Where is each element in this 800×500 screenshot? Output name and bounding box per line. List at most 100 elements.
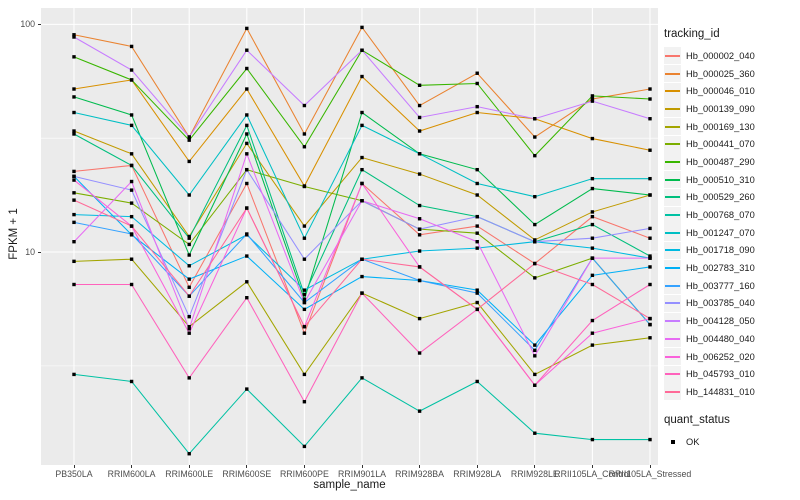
data-point [475,71,479,75]
legend-key-line-icon [664,312,681,330]
legend-item-Hb_144831_010: Hb_144831_010 [664,383,798,401]
data-point [360,123,364,128]
data-point [187,193,191,197]
data-point [360,257,364,261]
data-point [302,257,307,261]
legend-color-line [665,267,680,270]
data-point [590,94,595,98]
data-point [302,400,307,404]
x-tick-mark [534,465,536,468]
y-tick-mark [38,251,41,253]
data-point [648,256,652,260]
data-point [417,351,422,355]
data-point [590,437,595,442]
data-point [302,444,307,449]
data-point [533,348,537,353]
data-point [72,212,76,217]
data-point [648,193,652,197]
data-point [475,246,479,250]
data-point [129,163,134,168]
data-point [72,169,76,174]
legend-title-tracking-id: tracking_id [664,28,720,40]
data-point [129,78,134,82]
data-point [245,113,249,117]
x-tick-mark [303,465,305,468]
data-point [648,265,652,269]
data-point [475,193,479,197]
data-point [360,110,364,115]
data-point [129,257,134,261]
data-point [129,188,134,192]
data-point [533,194,537,199]
legend-color-line [665,178,680,181]
x-tick-mark [649,465,651,468]
data-point [648,117,652,121]
data-point [533,240,537,244]
data-point [72,178,76,182]
data-point [533,343,537,347]
legend-item-Hb_000002_040: Hb_000002_040 [664,47,798,65]
data-point [648,322,652,327]
legend-label: Hb_000510_310 [686,174,755,185]
data-point [129,113,134,117]
data-point [648,236,652,240]
legend-label: Hb_000025_360 [686,68,755,79]
data-point [590,256,595,260]
legend-key-line-icon [664,153,681,171]
data-point [475,110,479,115]
legend-item-Hb_000487_290: Hb_000487_290 [664,153,798,171]
data-point [417,227,422,231]
data-point [417,217,422,221]
data-point [648,282,652,287]
data-point [302,324,307,329]
x-tick-label-RRIM928BA: RRIM928BA [395,469,445,479]
data-point [72,259,76,264]
data-point [245,181,249,186]
legend-key-line-icon [664,294,681,312]
data-point [533,261,537,266]
legend-item-Hb_001247_070: Hb_001247_070 [664,224,798,242]
legend-label: Hb_000046_010 [686,86,755,97]
data-point [245,26,249,31]
x-tick-label-RRIM600LA: RRIM600LA [107,469,156,479]
data-point [187,277,191,281]
legend-item-Hb_000046_010: Hb_000046_010 [664,82,798,100]
data-point [129,201,134,205]
data-point [533,238,537,242]
data-point [533,354,537,358]
data-point [72,33,76,37]
legend-key-line-icon [664,65,681,83]
data-point [360,181,364,186]
data-point [590,343,595,347]
data-point [129,179,134,184]
legend-color-line [665,160,680,163]
y-tick-mark [38,23,41,25]
data-point [533,276,537,280]
data-point [648,254,652,258]
legend-color-line [665,90,680,93]
data-point [72,220,76,225]
data-point [245,232,249,236]
legend-label: Hb_004480_040 [686,333,755,344]
data-point [187,138,191,142]
x-tick-mark [361,465,363,468]
data-point [417,129,422,133]
data-point [648,87,652,91]
data-point [72,198,76,202]
legend-key-line-icon [664,118,681,136]
legend-label: Hb_004128_050 [686,316,755,327]
data-point [187,285,191,289]
legend-color-line [665,320,680,323]
legend-label: Hb_000169_130 [686,121,755,132]
data-point [648,148,652,152]
x-tick-label-PB350LA: PB350LA [55,469,93,479]
data-point [129,152,134,156]
y-tick-label: 100 [20,19,35,30]
legend-key-line-icon [664,348,681,366]
data-point [245,254,249,258]
data-point [187,327,191,331]
legend-item-Hb_004480_040: Hb_004480_040 [664,330,798,348]
data-point [475,104,479,109]
data-point [245,387,249,391]
x-tick-mark [591,465,593,468]
